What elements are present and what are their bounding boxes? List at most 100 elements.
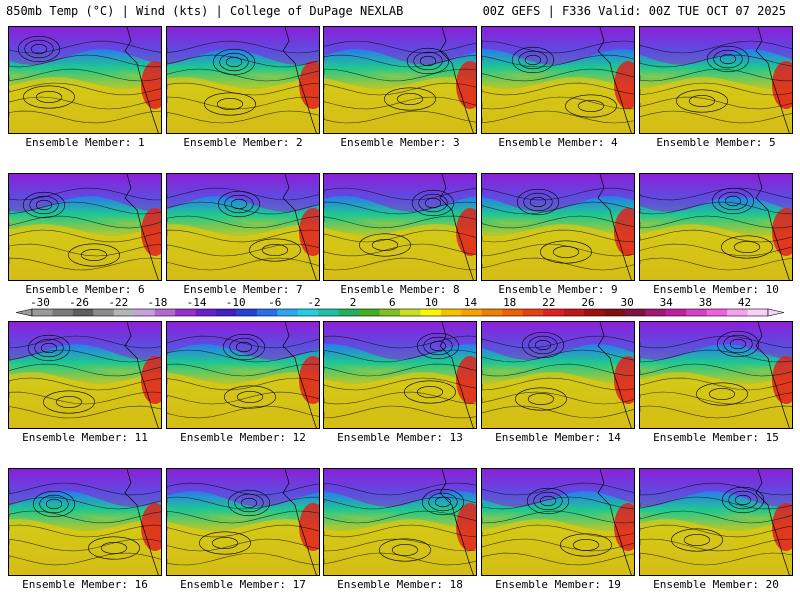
colorbar-swatch: [113, 309, 135, 316]
colorbar-tick-label: 14: [464, 296, 478, 309]
member-map-panel: [166, 26, 320, 134]
colorbar-swatch: [318, 309, 339, 316]
colorbar-swatch: [584, 309, 605, 316]
colorbar-swatch: [522, 309, 544, 316]
colorbar-tick-label: 34: [660, 296, 674, 309]
member-map-panel: [166, 321, 320, 429]
member-map-panel: [8, 173, 162, 281]
colorbar-swatch: [440, 309, 462, 316]
colorbar-tick-label: -30: [30, 296, 50, 309]
colorbar-swatch: [502, 309, 523, 316]
member-label: Ensemble Member: 12: [180, 431, 306, 444]
colorbar-swatch: [665, 309, 687, 316]
colorbar-tick-label: -18: [147, 296, 167, 309]
member-label: Ensemble Member: 17: [180, 578, 306, 591]
colorbar-swatch: [338, 309, 360, 316]
colorbar-tick-label: -22: [108, 296, 128, 309]
member-map-panel: [639, 26, 793, 134]
member-label: Ensemble Member: 15: [653, 431, 779, 444]
colorbar-tick-label: 18: [503, 296, 516, 309]
colorbar-swatch: [297, 309, 319, 316]
member-map-panel: [481, 468, 635, 576]
colorbar-swatch: [134, 309, 155, 316]
member-label: Ensemble Member: 18: [337, 578, 463, 591]
member-label: Ensemble Member: 16: [22, 578, 148, 591]
member-map-panel: [639, 321, 793, 429]
temperature-colorbar: -30 -26 -22 -18 -14 -10 -6 -2 2 6 10 14 18 22 26 30 34 38…: [15, 296, 785, 317]
colorbar-tick-label: 26: [581, 296, 594, 309]
member-map-panel: [639, 173, 793, 281]
member-map-panel: [323, 26, 477, 134]
member-label: Ensemble Member: 14: [495, 431, 621, 444]
member-label: Ensemble Member: 10: [653, 283, 779, 296]
colorbar-tick-label: 38: [699, 296, 712, 309]
member-label: Ensemble Member: 5: [656, 136, 776, 149]
colorbar-swatch: [645, 309, 667, 316]
colorbar-swatch: [400, 309, 421, 316]
colorbar-swatch: [236, 309, 258, 316]
colorbar-tick-label: 22: [542, 296, 555, 309]
colorbar-swatch: [32, 309, 53, 316]
colorbar-swatch: [624, 309, 646, 316]
member-map-panel: [323, 321, 477, 429]
member-label: Ensemble Member: 19: [495, 578, 621, 591]
member-map-panel: [323, 173, 477, 281]
colorbar-swatch: [72, 309, 94, 316]
member-map-panel: [166, 468, 320, 576]
colorbar-tick-label: -2: [307, 296, 320, 309]
colorbar-swatch: [461, 309, 483, 316]
model-run-info: 00Z GEFS | F336 Valid: 00Z TUE OCT 07 20…: [482, 4, 786, 18]
member-label: Ensemble Member: 2: [183, 136, 303, 149]
colorbar-arrow-left: [15, 308, 33, 317]
member-label: Ensemble Member: 7: [183, 283, 303, 296]
member-label: Ensemble Member: 11: [22, 431, 148, 444]
member-map-panel: [8, 26, 162, 134]
member-label: Ensemble Member: 4: [498, 136, 618, 149]
member-label: Ensemble Member: 8: [340, 283, 460, 296]
colorbar-swatch: [175, 309, 196, 316]
colorbar-tick-label: -10: [226, 296, 246, 309]
member-label: Ensemble Member: 20: [653, 578, 779, 591]
colorbar-tick-label: 6: [389, 296, 396, 309]
member-map-panel: [166, 173, 320, 281]
member-label: Ensemble Member: 9: [498, 283, 618, 296]
member-label: Ensemble Member: 13: [337, 431, 463, 444]
colorbar-tick-label: 2: [350, 296, 357, 309]
member-map-panel: [639, 468, 793, 576]
colorbar-swatch: [481, 309, 503, 316]
member-label: Ensemble Member: 3: [340, 136, 460, 149]
colorbar-tick-label: -6: [268, 296, 281, 309]
colorbar-swatch: [420, 309, 442, 316]
member-label: Ensemble Member: 6: [25, 283, 145, 296]
colorbar-tick-label: -26: [69, 296, 89, 309]
chart-title: 850mb Temp (°C) | Wind (kts) | College o…: [6, 4, 404, 18]
member-map-panel: [481, 26, 635, 134]
colorbar-swatch: [706, 309, 728, 316]
colorbar-swatch: [727, 309, 748, 316]
colorbar-swatch: [154, 309, 176, 316]
colorbar-swatch: [256, 309, 278, 316]
member-map-panel: [8, 468, 162, 576]
member-map-panel: [481, 321, 635, 429]
colorbar-tick-label: -14: [187, 296, 207, 309]
colorbar-swatch: [195, 309, 217, 316]
member-map-panel: [481, 173, 635, 281]
colorbar-swatch: [686, 309, 707, 316]
colorbar-tick-label: 30: [620, 296, 633, 309]
colorbar-swatch: [277, 309, 299, 316]
colorbar-tick-label: 10: [425, 296, 438, 309]
member-map-panel: [323, 468, 477, 576]
colorbar-swatch: [563, 309, 585, 316]
colorbar-tick-label: 42: [738, 296, 751, 309]
colorbar-arrow-right: [767, 308, 785, 317]
colorbar-swatch: [379, 309, 401, 316]
colorbar-swatch: [747, 309, 769, 316]
colorbar-swatch: [52, 309, 74, 316]
colorbar-swatch: [93, 309, 115, 316]
member-map-panel: [8, 321, 162, 429]
colorbar-swatch: [359, 309, 380, 316]
colorbar-swatch: [604, 309, 626, 316]
colorbar-swatch: [543, 309, 564, 316]
member-label: Ensemble Member: 1: [25, 136, 145, 149]
colorbar-swatch: [216, 309, 237, 316]
